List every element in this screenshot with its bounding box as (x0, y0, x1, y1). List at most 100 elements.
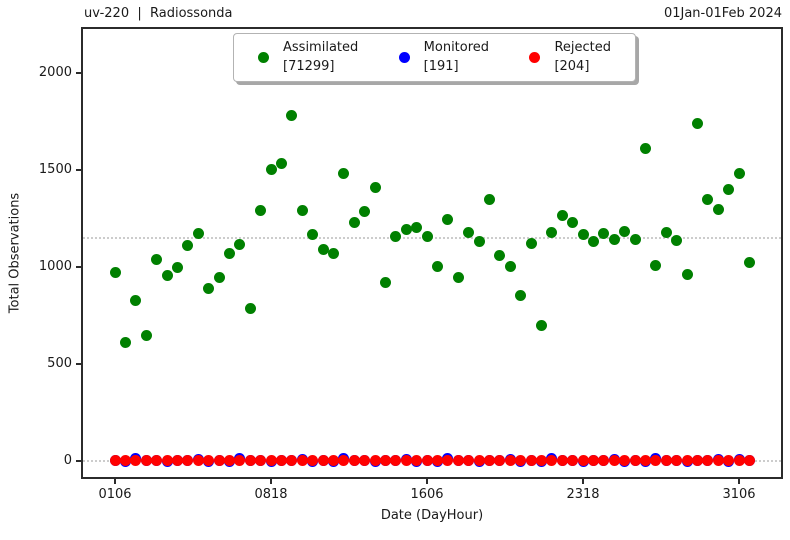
point-rejected (681, 454, 693, 466)
point-rejected (161, 454, 173, 466)
legend-label-rejected: Rejected (554, 39, 611, 55)
point-rejected (556, 455, 568, 467)
y-tick-label: 1000 (38, 259, 72, 274)
point-assimilated (369, 181, 381, 193)
point-assimilated (348, 216, 360, 228)
point-assimilated (608, 234, 620, 246)
point-rejected (327, 454, 339, 466)
point-assimilated (130, 295, 142, 307)
point-assimilated (442, 213, 454, 225)
point-rejected (275, 455, 287, 467)
legend-item-monitored: Monitored [191] (398, 39, 489, 77)
point-assimilated (567, 217, 579, 229)
point-assimilated (151, 253, 163, 265)
plot-area (81, 27, 783, 479)
point-rejected (338, 454, 350, 466)
point-assimilated (733, 168, 745, 180)
point-rejected (691, 455, 703, 467)
point-rejected (411, 454, 423, 466)
point-rejected (650, 454, 662, 466)
point-rejected (483, 455, 495, 467)
point-assimilated (296, 205, 308, 217)
legend-count-rejected: [204] (554, 58, 590, 74)
point-rejected (244, 455, 256, 467)
y-tick (76, 266, 81, 268)
point-assimilated (525, 238, 537, 250)
point-assimilated (515, 289, 527, 301)
chart-title: uv-220 | Radiossonda (84, 6, 233, 21)
point-rejected (234, 454, 246, 466)
point-assimilated (473, 236, 485, 248)
point-rejected (348, 455, 360, 467)
point-assimilated (265, 163, 277, 175)
point-rejected (608, 454, 620, 466)
point-rejected (577, 454, 589, 466)
point-assimilated (577, 228, 589, 240)
point-assimilated (307, 228, 319, 240)
point-assimilated (598, 227, 610, 239)
point-assimilated (681, 269, 693, 281)
legend-count-assimilated: [71299] (283, 58, 335, 74)
point-rejected (733, 454, 745, 466)
point-rejected (743, 454, 755, 466)
point-assimilated (671, 235, 683, 247)
point-rejected (442, 454, 454, 466)
x-axis-label: Date (DayHour) (380, 508, 484, 523)
point-rejected (151, 454, 163, 466)
point-rejected (525, 455, 537, 467)
point-rejected (587, 455, 599, 467)
point-rejected (546, 454, 558, 466)
point-rejected (359, 454, 371, 466)
y-tick-label: 2000 (38, 65, 72, 80)
point-rejected (307, 454, 319, 466)
y-tick (76, 72, 81, 74)
legend-item-rejected: Rejected [204] (529, 39, 611, 77)
point-assimilated (660, 226, 672, 238)
y-tick-label: 500 (47, 356, 72, 371)
legend-label-assimilated: Assimilated (283, 39, 359, 55)
point-assimilated (140, 330, 152, 342)
point-rejected (109, 455, 121, 467)
y-axis-label: Total Observations (7, 192, 23, 314)
x-tick-label: 0818 (254, 487, 288, 502)
point-rejected (598, 454, 610, 466)
point-assimilated (639, 143, 651, 155)
point-assimilated (109, 267, 121, 279)
rejected-marker-icon (529, 52, 541, 63)
point-assimilated (421, 231, 433, 243)
legend-count-monitored: [191] (423, 58, 459, 74)
point-assimilated (587, 236, 599, 248)
point-rejected (255, 454, 267, 466)
point-assimilated (182, 240, 194, 252)
point-assimilated (359, 206, 371, 218)
point-rejected (515, 454, 527, 466)
point-assimilated (546, 226, 558, 238)
point-assimilated (619, 225, 631, 237)
y-tick-label: 1500 (38, 162, 72, 177)
point-rejected (223, 454, 235, 466)
point-rejected (265, 454, 277, 466)
point-assimilated (390, 231, 402, 243)
point-rejected (286, 454, 298, 466)
point-rejected (203, 454, 215, 466)
point-assimilated (411, 221, 423, 233)
point-assimilated (203, 282, 215, 294)
y-tick (76, 363, 81, 365)
point-assimilated (702, 193, 714, 205)
point-assimilated (234, 239, 246, 251)
point-rejected (182, 454, 194, 466)
point-assimilated (504, 260, 516, 272)
point-assimilated (317, 244, 329, 256)
point-assimilated (463, 226, 475, 238)
point-assimilated (452, 272, 464, 284)
point-assimilated (379, 277, 391, 289)
date-range-label: 01Jan-01Feb 2024 (663, 6, 782, 21)
point-rejected (192, 454, 204, 466)
point-assimilated (494, 249, 506, 261)
point-rejected (629, 455, 641, 467)
point-rejected (379, 455, 391, 467)
point-rejected (140, 455, 152, 467)
point-rejected (473, 454, 485, 466)
point-assimilated (286, 110, 298, 122)
point-assimilated (556, 210, 568, 222)
